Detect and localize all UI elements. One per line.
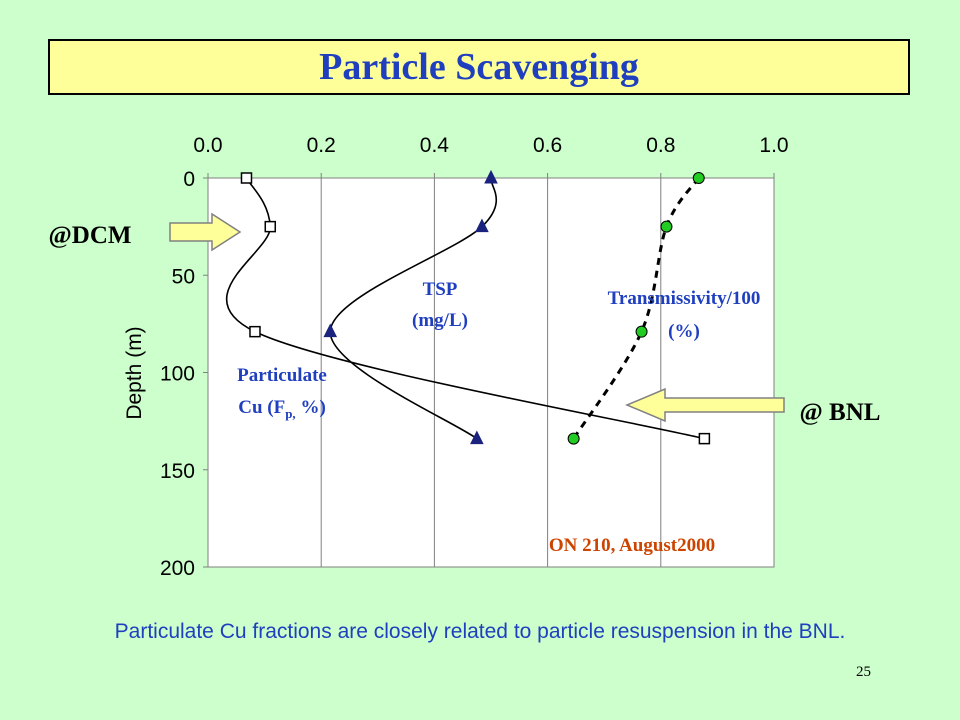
tsp-data-point [470,430,484,445]
tsp-label-line1: TSP [423,279,458,300]
page-number: 25 [856,664,871,680]
x-tick-label: 0.4 [420,134,450,157]
station-annotation: ON 210, August2000 [549,535,715,556]
cu-data-point [698,432,711,445]
cu-label-subscript: p, [285,406,295,421]
transmissivity-data-point [635,325,648,338]
y-tick-label: 150 [160,460,195,483]
tsp-series-line [329,177,498,440]
transmissivity-data-point [692,172,705,184]
transmissivity-series-line [572,177,700,440]
tsp-data-point [323,323,338,338]
bnl-label: @ BNL [800,399,881,426]
cu-label-line1: Particulate [237,365,327,386]
caption: Particulate Cu fractions are closely rel… [114,620,846,643]
tsp-data-point [484,169,498,184]
y-axis-title: Depth (m) [123,326,146,419]
x-tick-label: 0.2 [307,134,336,157]
bnl-arrow-icon [625,387,785,423]
x-tick-label: 0.6 [533,134,562,157]
cu-label-suffix: %) [296,397,326,418]
x-tick-label: 0.8 [646,134,675,157]
dcm-label: @DCM [49,222,132,249]
cu-label-line2: Cu (Fp, %) [238,397,326,421]
transmissivity-data-point [567,432,580,445]
x-tick-label: 0.0 [193,134,222,157]
x-tick-label: 1.0 [759,134,788,157]
cu-data-point [240,172,253,184]
y-tick-label: 50 [172,265,195,288]
y-tick-label: 200 [160,557,195,580]
tsp-data-point [475,218,489,233]
page-title: Particle Scavenging [319,46,639,88]
dcm-arrow-icon [169,212,242,252]
transmissivity-label-line2: (%) [668,321,700,342]
y-tick-label: 100 [160,363,195,386]
tsp-label-line2: (mg/L) [412,310,468,331]
title-banner: Particle Scavenging [48,39,910,95]
cu-data-point [264,220,277,233]
cu-label-prefix: Cu (F [238,397,285,418]
cu-data-point [249,325,261,338]
transmissivity-data-point [660,220,673,233]
y-tick-label: 0 [183,168,195,191]
transmissivity-label-line1: Transmissivity/100 [608,288,761,309]
